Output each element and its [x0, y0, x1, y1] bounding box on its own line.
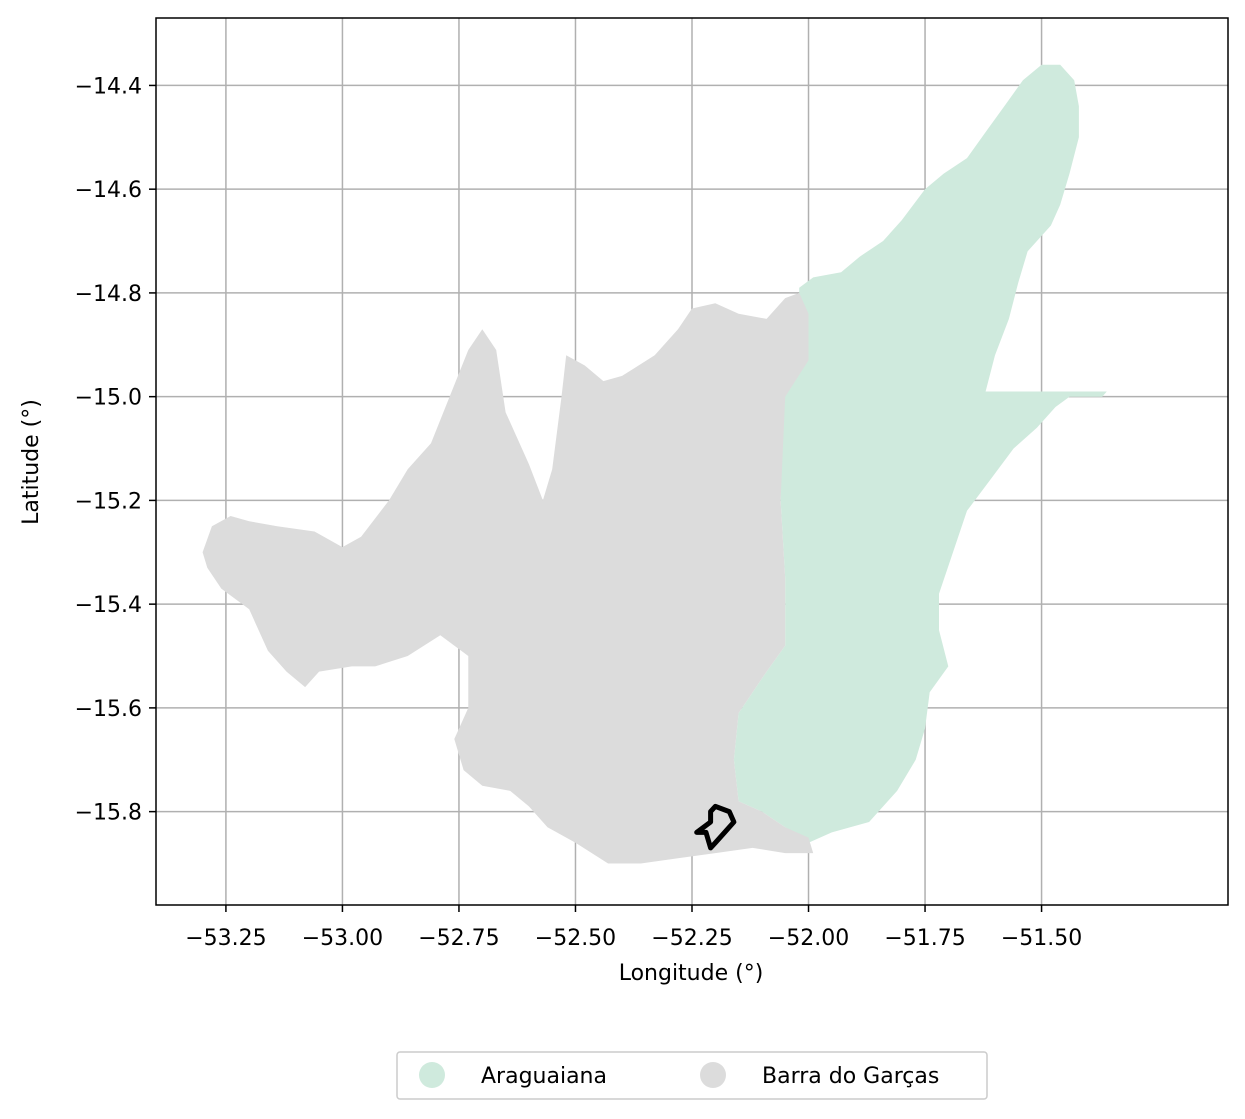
plot-area [155, 17, 1229, 906]
legend-item-barra-do-garcas: Barra do Garças [700, 1062, 939, 1089]
y-axis-ticks: −14.4 −14.6 −14.8 −15.0 −15.2 −15.4 −15.6 −15.8 [75, 74, 156, 826]
legend-box [396, 1051, 988, 1100]
x-tick-label: −53.00 [302, 926, 383, 951]
legend-marker-barra-do-garcas [700, 1062, 726, 1088]
x-tick-label: −51.50 [1001, 926, 1082, 951]
legend-item-araguaiana: Araguaiana [419, 1062, 607, 1089]
y-tick-label: −15.8 [75, 801, 142, 826]
x-tick-label: −52.00 [768, 926, 849, 951]
y-tick-label: −15.0 [75, 386, 142, 411]
x-tick-label: −51.75 [884, 926, 965, 951]
region-araguaiana [733, 64, 1107, 843]
y-tick-label: −15.4 [75, 593, 142, 618]
x-axis-ticks: −53.25 −53.00 −52.75 −52.50 −52.25 −52.00 −51.… [185, 905, 1082, 951]
y-tick-label: −15.6 [75, 697, 142, 722]
y-tick-label: −14.4 [75, 74, 142, 99]
region-barra-do-gar-as [202, 292, 814, 864]
x-tick-label: −52.75 [418, 926, 499, 951]
highlight-outline-layer [694, 803, 737, 851]
y-axis-label: Latitude (°) [19, 399, 44, 525]
y-tick-label: −15.2 [75, 489, 142, 514]
x-tick-label: −53.25 [185, 926, 266, 951]
legend-label-barra-do-garcas: Barra do Garças [762, 1064, 939, 1089]
legend-marker-araguaiana [419, 1062, 445, 1088]
x-tick-label: −52.50 [535, 926, 616, 951]
highlight-outline [694, 803, 737, 851]
region-polygons [202, 64, 1107, 864]
x-tick-label: −52.25 [651, 926, 732, 951]
y-tick-label: −14.8 [75, 282, 142, 307]
x-axis-label: Longitude (°) [619, 961, 764, 986]
y-tick-label: −14.6 [75, 178, 142, 203]
legend-label-araguaiana: Araguaiana [481, 1064, 607, 1089]
legend: Araguaiana Barra do Garças [396, 1051, 988, 1100]
